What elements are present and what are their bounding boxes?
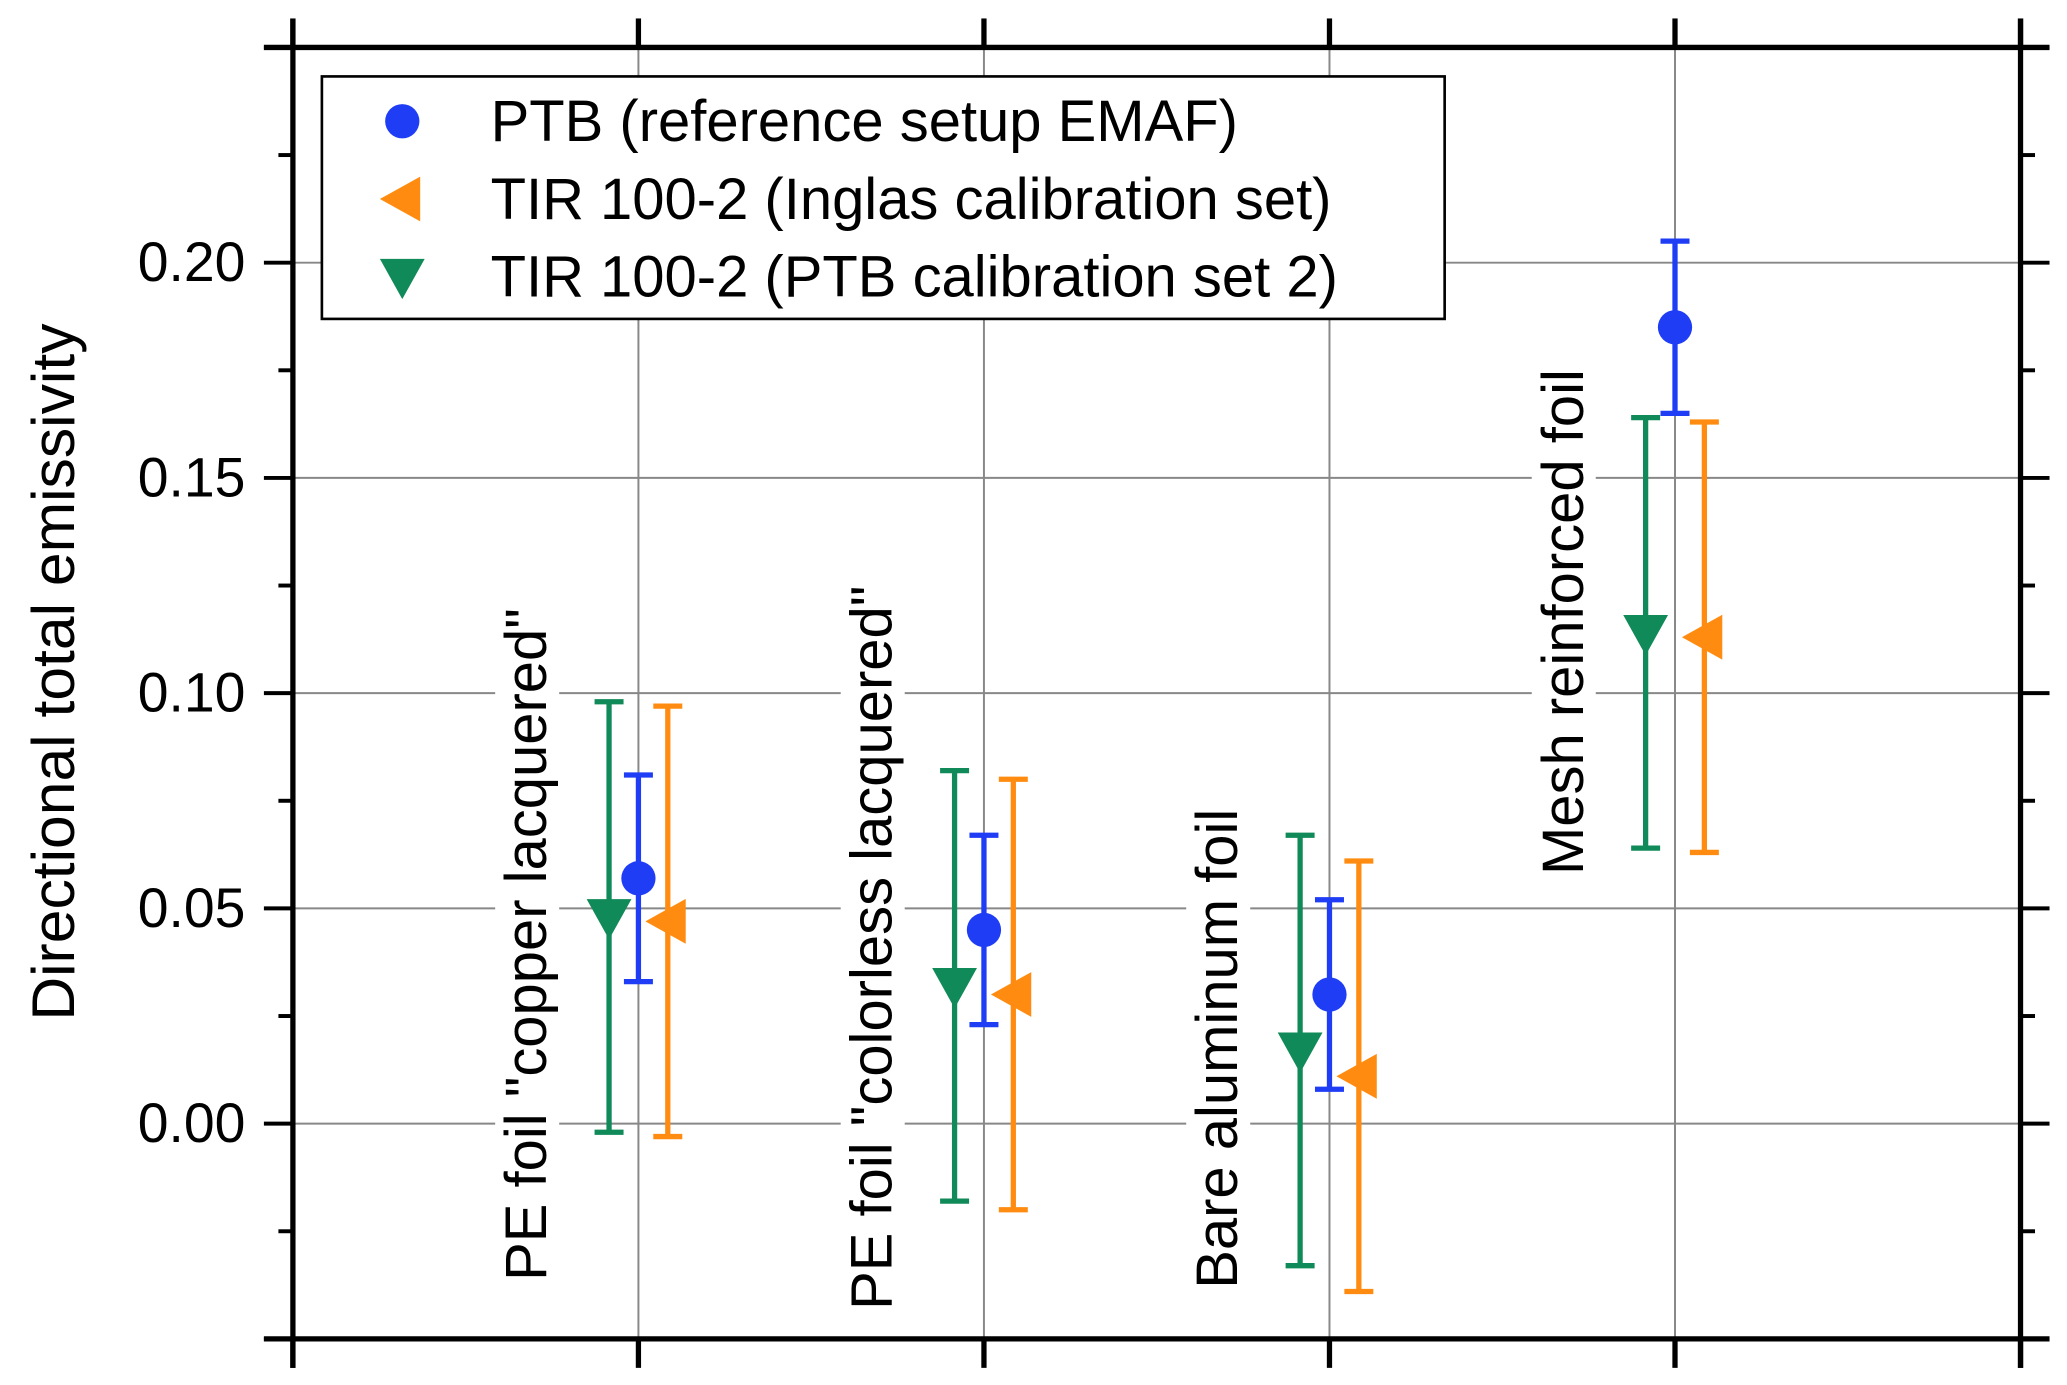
data-point bbox=[1681, 614, 1723, 660]
legend: PTB (reference setup EMAF) TIR 100-2 (Ing… bbox=[320, 75, 1446, 321]
category-label-group: Mesh reinforced foil bbox=[1531, 361, 1596, 883]
data-point bbox=[1336, 1053, 1377, 1099]
legend-marker bbox=[385, 104, 420, 139]
legend-marker bbox=[379, 258, 425, 300]
series-triangle-down bbox=[586, 415, 1669, 1269]
data-point bbox=[586, 899, 632, 940]
y-tick-label: 0.10 bbox=[138, 662, 246, 724]
data-point bbox=[1312, 977, 1347, 1012]
category-label-background bbox=[1186, 800, 1251, 1297]
category-label: PE foil "colorless lacquered" bbox=[841, 586, 905, 1310]
legend-label: TIR 100-2 (Inglas calibration set) bbox=[491, 168, 1332, 232]
category-label: Bare aluminum foil bbox=[1186, 809, 1250, 1289]
data-point bbox=[1277, 1032, 1323, 1073]
category-label: PE foil "copper lacquered" bbox=[495, 608, 559, 1281]
data-point bbox=[645, 898, 686, 944]
series-circle bbox=[621, 238, 1693, 1092]
data-point bbox=[932, 967, 977, 1009]
y-axis-title: Directional total emissivity bbox=[19, 323, 87, 1021]
y-tick-label: 0.15 bbox=[138, 446, 246, 508]
axes: 0.00 0.05 0.10 0.15 0.20 bbox=[138, 18, 2050, 1368]
data-point bbox=[1657, 310, 1693, 345]
y-tick-label: 0.20 bbox=[138, 231, 246, 293]
data-point bbox=[1623, 614, 1669, 656]
legend-box bbox=[320, 75, 1446, 321]
data-point bbox=[990, 972, 1032, 1017]
data-point bbox=[621, 861, 656, 896]
category-label-background bbox=[840, 577, 905, 1318]
data-series bbox=[586, 238, 1723, 1295]
data-point bbox=[966, 912, 1002, 948]
legend-label: PTB (reference setup EMAF) bbox=[491, 90, 1238, 154]
category-label-background bbox=[495, 600, 560, 1289]
category-label-background bbox=[1531, 361, 1596, 883]
category-label-group: Bare aluminum foil bbox=[1186, 800, 1251, 1297]
category-label-group: PE foil "copper lacquered" bbox=[495, 600, 559, 1289]
category-labels: PE foil "copper lacquered" PE foil "color… bbox=[495, 361, 1596, 1318]
category-label-group: PE foil "colorless lacquered" bbox=[840, 577, 905, 1318]
legend-marker bbox=[379, 176, 421, 222]
series-triangle-left bbox=[645, 419, 1723, 1295]
legend-label: TIR 100-2 (PTB calibration set 2) bbox=[491, 246, 1338, 310]
y-tick-label: 0.00 bbox=[138, 1092, 246, 1154]
category-label: Mesh reinforced foil bbox=[1532, 369, 1596, 875]
y-tick-label: 0.05 bbox=[138, 877, 246, 939]
